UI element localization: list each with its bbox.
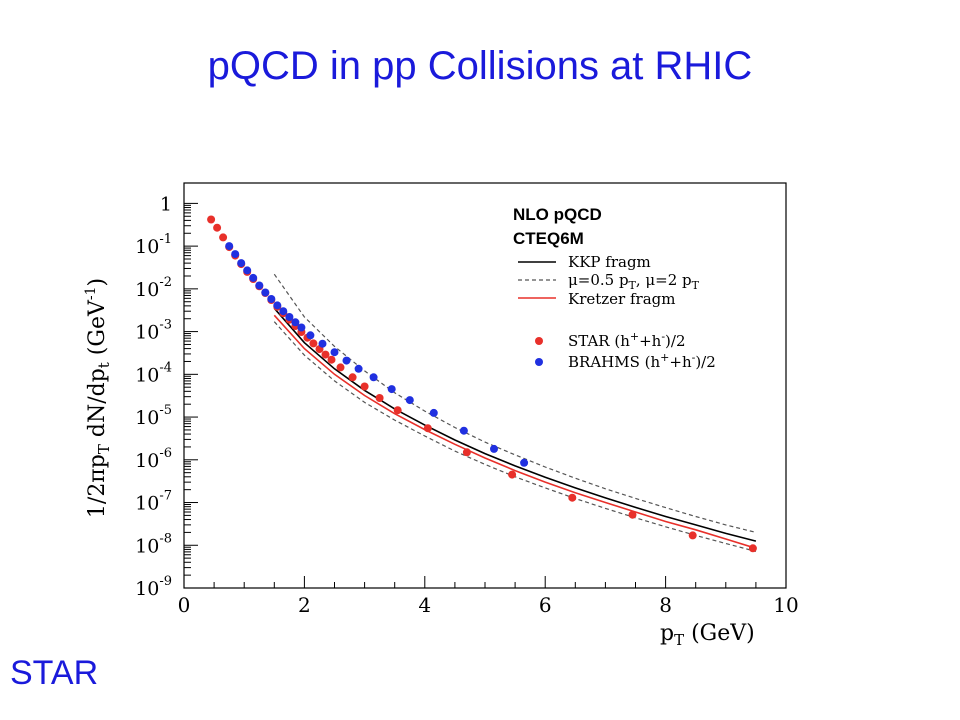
star-logo-text: STAR xyxy=(10,654,99,692)
x-tick-label: 8 xyxy=(659,593,672,617)
brahms-data-point xyxy=(231,250,240,259)
brahms-data-point xyxy=(459,426,468,435)
star-data-point xyxy=(219,233,228,242)
legend-kretzer-label: Kretzer fragm xyxy=(568,290,676,308)
star-data-point xyxy=(321,350,330,359)
star-data-point xyxy=(393,406,402,415)
plot-frame xyxy=(183,182,787,589)
brahms-data-point xyxy=(249,273,258,282)
x-tick-label: 10 xyxy=(773,593,798,617)
data-points xyxy=(207,215,757,553)
y-tick-label: 10-3 xyxy=(135,318,172,344)
brahms-data-point xyxy=(225,242,234,251)
brahms-data-point xyxy=(285,313,294,321)
star-data-point xyxy=(688,531,697,540)
star-data-point xyxy=(568,493,577,502)
brahms-data-point xyxy=(237,259,246,268)
brahms-data-point xyxy=(267,295,276,303)
brahms-data-point xyxy=(279,307,288,316)
kkp-curve xyxy=(273,307,757,542)
star-data-point xyxy=(360,382,369,391)
star-data-point xyxy=(748,544,757,553)
axes: 0 2 4 6 8 10 10-9 10-8 10-7 10-6 10-5 10-4 10-3 10-2 1… xyxy=(135,193,799,617)
legend-header-1: NLO pQCD xyxy=(513,205,602,224)
brahms-data-point xyxy=(297,323,306,332)
brahms-data-point xyxy=(243,266,252,275)
legend-header-2: CTEQ6M xyxy=(513,229,584,248)
brahms-data-point xyxy=(261,288,270,297)
x-tick-label: 0 xyxy=(178,593,191,617)
legend-brahms-label: BRAHMS (h++h-)/2 xyxy=(568,351,716,371)
star-data-point xyxy=(375,394,384,402)
scale-upper-curve xyxy=(273,273,757,533)
slide-title: pQCD in pp Collisions at RHIC xyxy=(207,44,753,88)
legend: NLO pQCD CTEQ6M KKP fragm μ=0.5 pT, μ=2 … xyxy=(513,205,716,371)
y-tick-label: 10-6 xyxy=(135,446,172,472)
brahms-data-point xyxy=(387,385,396,394)
brahms-data-point xyxy=(342,356,351,365)
brahms-data-point xyxy=(318,339,327,348)
legend-star-label: STAR (h++h-)/2 xyxy=(568,330,686,350)
x-tick-label: 4 xyxy=(418,593,431,617)
brahms-data-point xyxy=(291,318,300,327)
legend-star-marker xyxy=(535,337,543,345)
y-tick-label: 10-8 xyxy=(135,531,172,557)
brahms-data-point xyxy=(306,331,315,340)
y-tick-label: 1 xyxy=(160,193,172,215)
y-axis-label: 1/2πpT dN/dpt (GeV-1) xyxy=(83,278,113,518)
y-tick-label: 10-2 xyxy=(135,275,172,301)
x-tick-label: 6 xyxy=(539,593,552,617)
legend-kkp-label: KKP fragm xyxy=(568,253,651,271)
brahms-data-point xyxy=(490,444,498,453)
brahms-data-point xyxy=(255,281,264,290)
brahms-data-point xyxy=(273,301,282,310)
brahms-data-point xyxy=(354,364,363,373)
legend-brahms-marker xyxy=(535,358,543,366)
x-axis-label: pT (GeV) xyxy=(660,621,755,649)
star-data-point xyxy=(309,339,318,348)
star-data-point xyxy=(336,363,345,372)
y-tick-label: 10-1 xyxy=(135,232,172,258)
brahms-data-point xyxy=(520,458,529,467)
y-tick-label: 10-5 xyxy=(135,403,172,429)
star-data-point xyxy=(348,373,357,382)
y-tick-label: 10-7 xyxy=(135,489,172,515)
star-data-point xyxy=(508,470,517,479)
star-data-point xyxy=(213,223,222,232)
y-tick-label: 10-9 xyxy=(135,574,172,600)
star-data-point xyxy=(628,510,637,519)
star-data-point xyxy=(462,448,471,457)
legend-scale-label: μ=0.5 pT, μ=2 pT xyxy=(568,271,700,292)
x-tick-label: 2 xyxy=(298,593,311,617)
brahms-data-point xyxy=(429,408,438,417)
kretzer-curve xyxy=(273,314,757,550)
star-data-point xyxy=(207,215,216,224)
plot-area-border xyxy=(183,182,787,589)
star-data-point xyxy=(327,355,336,364)
brahms-data-point xyxy=(330,348,339,357)
theory-curves xyxy=(273,273,757,552)
brahms-data-point xyxy=(369,373,378,382)
star-data-point xyxy=(423,424,432,433)
y-tick-label: 10-4 xyxy=(135,360,172,386)
brahms-data-point xyxy=(405,396,414,405)
